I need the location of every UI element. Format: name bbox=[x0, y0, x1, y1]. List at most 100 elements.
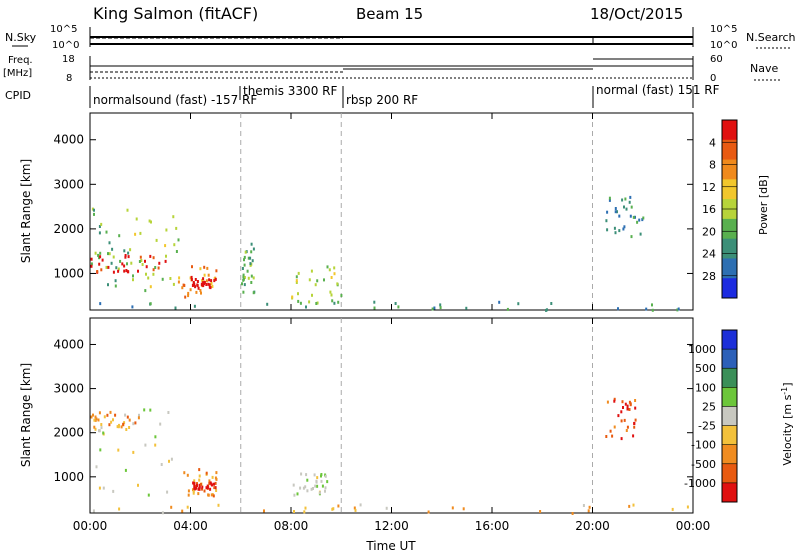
data-point bbox=[333, 301, 336, 305]
data-point bbox=[138, 260, 141, 263]
data-point bbox=[319, 491, 321, 495]
data-point bbox=[181, 286, 184, 290]
data-point bbox=[167, 411, 170, 414]
data-point bbox=[588, 505, 591, 509]
data-point bbox=[208, 479, 211, 483]
data-point bbox=[123, 264, 126, 268]
data-point bbox=[618, 214, 621, 218]
data-point bbox=[193, 484, 196, 488]
data-point bbox=[315, 302, 318, 305]
y-tick-label: 3000 bbox=[53, 177, 84, 191]
colorbar-segment bbox=[722, 463, 737, 484]
data-point bbox=[252, 276, 255, 280]
date-title: 18/Oct/2015 bbox=[590, 5, 683, 23]
data-point bbox=[614, 207, 617, 210]
data-point bbox=[304, 506, 307, 510]
data-point bbox=[263, 509, 265, 513]
data-point bbox=[252, 247, 255, 251]
data-point bbox=[118, 507, 121, 511]
nave-bottom-tick: 0 bbox=[710, 73, 716, 84]
data-point bbox=[324, 486, 327, 490]
data-point bbox=[373, 306, 376, 310]
data-point bbox=[174, 306, 177, 310]
data-point bbox=[243, 276, 246, 279]
colorbar-tick-label: 8 bbox=[709, 159, 716, 172]
data-point bbox=[247, 276, 250, 280]
data-point bbox=[106, 413, 109, 417]
data-point bbox=[92, 509, 95, 513]
data-point bbox=[164, 259, 167, 263]
data-point bbox=[166, 490, 169, 494]
data-point bbox=[144, 289, 147, 293]
data-point bbox=[299, 486, 302, 490]
data-point bbox=[613, 399, 616, 403]
beam-title: Beam 15 bbox=[356, 5, 423, 23]
data-point bbox=[645, 307, 648, 311]
data-point bbox=[129, 248, 132, 252]
data-point bbox=[128, 418, 131, 422]
data-point bbox=[316, 484, 319, 488]
data-point bbox=[299, 301, 302, 305]
data-point bbox=[193, 481, 196, 485]
data-point bbox=[246, 269, 249, 273]
data-point bbox=[326, 480, 329, 484]
freq-label-2: [MHz] bbox=[3, 68, 32, 79]
data-point bbox=[123, 421, 126, 425]
data-point bbox=[110, 420, 113, 424]
data-point bbox=[107, 252, 109, 256]
colorbar-tick-label: 100 bbox=[695, 381, 716, 394]
data-point bbox=[90, 415, 93, 419]
data-point bbox=[624, 197, 627, 201]
data-point bbox=[300, 472, 303, 476]
data-point bbox=[144, 443, 147, 447]
data-point bbox=[165, 254, 167, 258]
data-point bbox=[175, 250, 178, 253]
data-point bbox=[139, 255, 142, 259]
x-tick-label: 04:00 bbox=[173, 519, 208, 533]
data-point bbox=[118, 423, 120, 427]
data-point bbox=[165, 228, 168, 232]
data-point bbox=[120, 425, 123, 429]
data-point bbox=[293, 510, 295, 513]
colorbar-segment bbox=[722, 139, 737, 161]
data-point bbox=[618, 229, 621, 233]
data-point bbox=[249, 256, 252, 260]
data-point bbox=[616, 210, 618, 214]
data-point bbox=[293, 493, 296, 497]
data-point bbox=[137, 269, 139, 273]
data-point bbox=[178, 276, 181, 280]
velocity-ylabel: Slant Range [km] bbox=[19, 363, 33, 467]
data-point bbox=[211, 285, 214, 288]
data-point bbox=[140, 259, 143, 262]
data-point bbox=[193, 479, 196, 483]
colorbar-segment bbox=[722, 238, 737, 259]
data-point bbox=[638, 218, 641, 222]
data-point bbox=[634, 418, 637, 422]
data-point bbox=[117, 267, 120, 271]
data-point bbox=[626, 407, 629, 411]
data-point bbox=[624, 402, 627, 406]
data-point bbox=[125, 269, 128, 272]
y-tick-label: 4000 bbox=[53, 133, 84, 147]
data-point bbox=[177, 280, 180, 284]
power-plot-frame bbox=[89, 112, 694, 311]
data-point bbox=[623, 205, 625, 209]
data-point bbox=[197, 286, 200, 290]
data-point bbox=[161, 511, 164, 515]
data-point bbox=[629, 195, 632, 199]
data-point bbox=[608, 198, 611, 202]
data-point bbox=[292, 483, 295, 487]
data-point bbox=[251, 259, 254, 263]
data-point bbox=[154, 435, 157, 439]
data-point bbox=[243, 258, 245, 262]
colorbar-tick-label: 20 bbox=[702, 225, 716, 238]
data-point bbox=[211, 475, 214, 479]
data-point bbox=[613, 397, 616, 401]
data-point bbox=[671, 507, 674, 511]
data-point bbox=[99, 302, 102, 306]
freq-label-1: Freq. bbox=[8, 55, 33, 66]
data-point bbox=[164, 244, 167, 248]
colorbar-tick-label: 1000 bbox=[688, 343, 716, 356]
data-point bbox=[99, 448, 102, 452]
velocity-data-points bbox=[90, 397, 689, 515]
